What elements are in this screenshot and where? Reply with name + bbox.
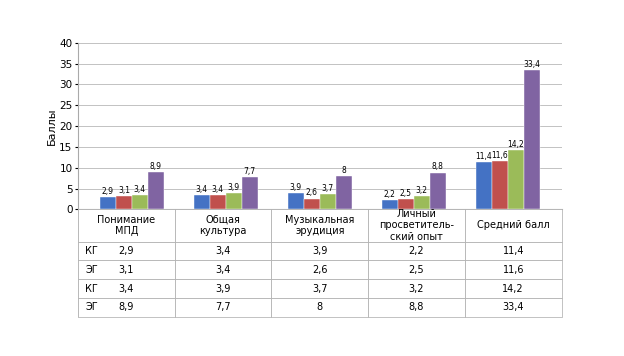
Bar bbox=[51, 285, 69, 292]
Text: 8,8: 8,8 bbox=[432, 162, 444, 172]
Text: 2,9: 2,9 bbox=[102, 187, 114, 196]
Bar bbox=[148, 172, 164, 209]
Bar bbox=[336, 176, 352, 209]
Bar bbox=[116, 197, 132, 209]
Bar bbox=[51, 304, 69, 311]
Text: 14,2: 14,2 bbox=[507, 140, 524, 149]
Bar bbox=[51, 248, 69, 254]
Text: 8,9: 8,9 bbox=[150, 162, 162, 171]
Text: 3,4: 3,4 bbox=[134, 185, 146, 194]
Bar bbox=[475, 162, 492, 209]
Text: 2,2: 2,2 bbox=[384, 190, 396, 199]
Bar bbox=[397, 199, 414, 209]
Bar bbox=[382, 200, 397, 209]
Text: 3,4: 3,4 bbox=[212, 185, 224, 194]
Text: 3,9: 3,9 bbox=[290, 183, 302, 192]
Text: 3,2: 3,2 bbox=[416, 186, 427, 195]
Bar bbox=[304, 199, 319, 209]
Text: 2,6: 2,6 bbox=[306, 188, 318, 197]
Text: 3,1: 3,1 bbox=[118, 186, 130, 195]
Text: 8: 8 bbox=[341, 166, 346, 175]
Text: 11,6: 11,6 bbox=[491, 151, 508, 160]
Bar bbox=[132, 195, 148, 209]
Text: ЭГ: ЭГ bbox=[85, 303, 98, 313]
Bar bbox=[242, 177, 258, 209]
Bar bbox=[194, 195, 210, 209]
Bar bbox=[430, 173, 446, 209]
Bar bbox=[508, 150, 524, 209]
Bar bbox=[492, 161, 508, 209]
Bar bbox=[414, 196, 430, 209]
Bar bbox=[288, 193, 304, 209]
Text: 2,5: 2,5 bbox=[400, 189, 412, 198]
Y-axis label: Баллы: Баллы bbox=[46, 107, 56, 145]
Bar bbox=[210, 195, 226, 209]
Text: 7,7: 7,7 bbox=[244, 167, 256, 176]
Text: КГ: КГ bbox=[85, 284, 98, 294]
Bar bbox=[51, 267, 69, 273]
Bar bbox=[226, 193, 242, 209]
Bar bbox=[320, 194, 336, 209]
Text: 11,4: 11,4 bbox=[475, 152, 492, 161]
Text: 33,4: 33,4 bbox=[523, 60, 540, 69]
Text: 3,4: 3,4 bbox=[196, 185, 208, 194]
Bar bbox=[100, 197, 116, 209]
Text: ЭГ: ЭГ bbox=[85, 265, 98, 275]
Text: КГ: КГ bbox=[85, 246, 98, 256]
Text: 3,7: 3,7 bbox=[322, 184, 334, 193]
Bar bbox=[524, 70, 540, 209]
Text: 3,9: 3,9 bbox=[228, 183, 240, 192]
